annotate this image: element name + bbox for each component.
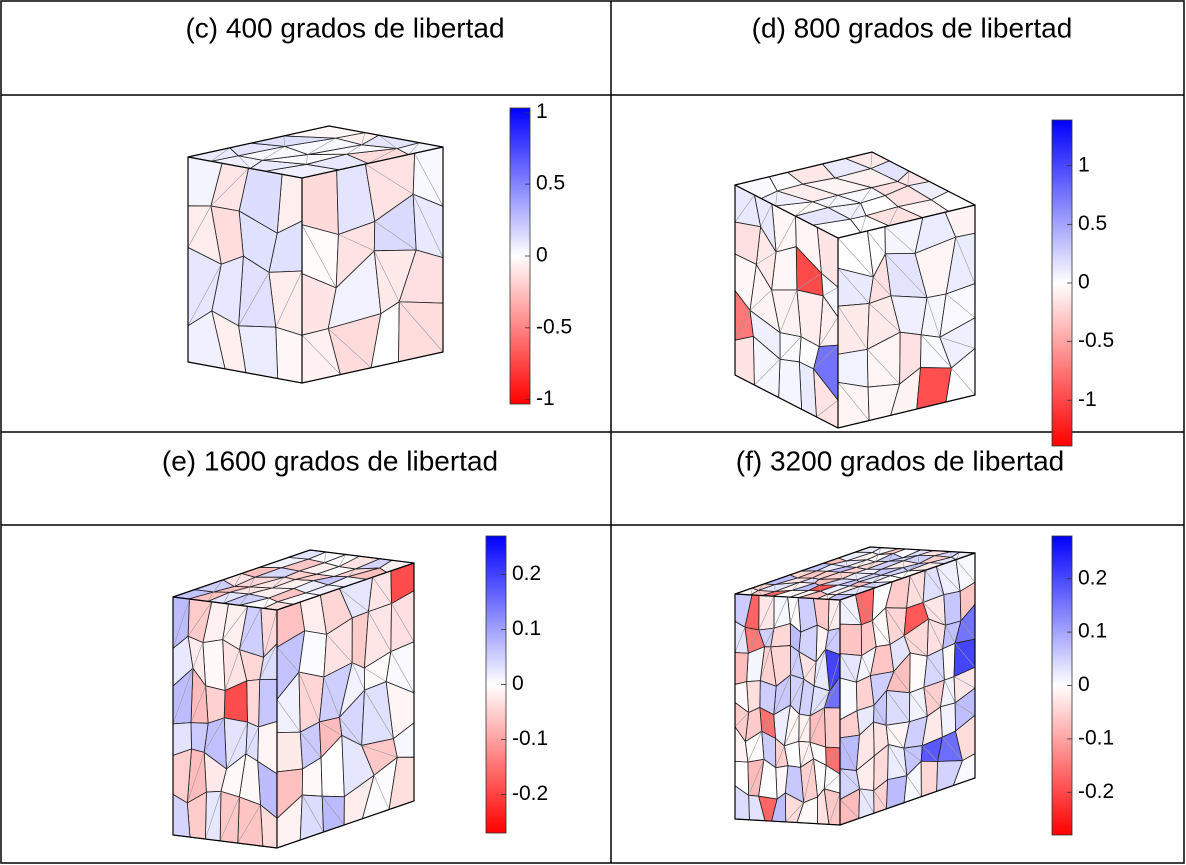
grain [220, 791, 239, 843]
voronoi-cube [735, 152, 975, 428]
colorbar-tick-label: 0.5 [536, 172, 565, 195]
colorbar-tick-label: -0.2 [512, 782, 548, 805]
grain [779, 359, 802, 409]
grain [399, 302, 443, 362]
grain [886, 690, 910, 725]
page: {"panels": [ {"title": "(c) 400 grados d… [0, 0, 1186, 865]
grain [838, 349, 868, 387]
panel: (d) 800 grados de libertad 1 0.5 0 -0.5 -1 [735, 12, 1114, 446]
grain [247, 680, 260, 727]
grain [259, 679, 277, 727]
grain [943, 643, 955, 680]
colorbar-tick-label: -1 [1078, 388, 1097, 411]
colorbar-tick-label: 0 [512, 672, 524, 695]
grain [944, 591, 961, 625]
grain [735, 653, 748, 685]
grain [735, 336, 754, 385]
colorbar-tick-label: 0 [1078, 271, 1090, 294]
voronoi-cube [188, 126, 443, 383]
colorbar-tick-label: 0 [536, 244, 548, 267]
figure-table: (c) 400 grados de libertad10.50-0.5-1(d)… [0, 0, 1186, 865]
grain [206, 686, 225, 723]
panel: (e) 1600 grados de libertad 0.2 0.1 0 -0.1 -0… [162, 445, 548, 848]
colorbar-tick-label: 0 [1078, 673, 1090, 696]
grain [886, 776, 906, 809]
grain [277, 732, 303, 772]
colorbar-tick-label: -1 [536, 387, 555, 410]
voronoi-cube [173, 550, 414, 848]
colorbar-tick-label: -0.5 [1078, 329, 1114, 352]
grain [774, 596, 790, 628]
colorbar-tick-label: 0.5 [1078, 212, 1107, 235]
grain [840, 624, 862, 655]
colorbar-tick-label: 0.2 [1078, 566, 1107, 589]
colorbar-tick-label: -0.5 [536, 315, 572, 338]
colorbar-tick-label: -0.2 [1078, 780, 1114, 803]
grain [203, 640, 225, 691]
colorbar-tick-label: 0.1 [1078, 620, 1107, 643]
panel: (f) 3200 grados de libertad 0.2 0.1 0 -0.1 -0… [735, 445, 1114, 835]
colorbar-tick-label: -0.1 [512, 727, 548, 750]
panel-title: (d) 800 grados de libertad [752, 12, 1073, 43]
colorbar-tick-label: -0.1 [1078, 726, 1114, 749]
panel-title: (c) 400 grados de libertad [185, 12, 504, 43]
grain [917, 368, 952, 409]
panel-title: (f) 3200 grados de libertad [736, 445, 1064, 476]
colorbar-tick-label: 1 [1078, 153, 1090, 176]
grain [824, 708, 840, 748]
voronoi-cube [735, 547, 975, 825]
grain [322, 796, 344, 832]
panel: (c) 400 grados de libertad 1 0.5 0 -0.5 -1 [185, 12, 572, 410]
colorbar-tick-label: 0.1 [512, 617, 541, 640]
grain [302, 170, 338, 234]
colorbar-tick-label: 1 [536, 100, 548, 123]
panel-title: (e) 1600 grados de libertad [162, 445, 498, 476]
grain [276, 327, 302, 383]
grain [780, 333, 801, 362]
colorbar-tick-label: 0.2 [512, 562, 541, 585]
